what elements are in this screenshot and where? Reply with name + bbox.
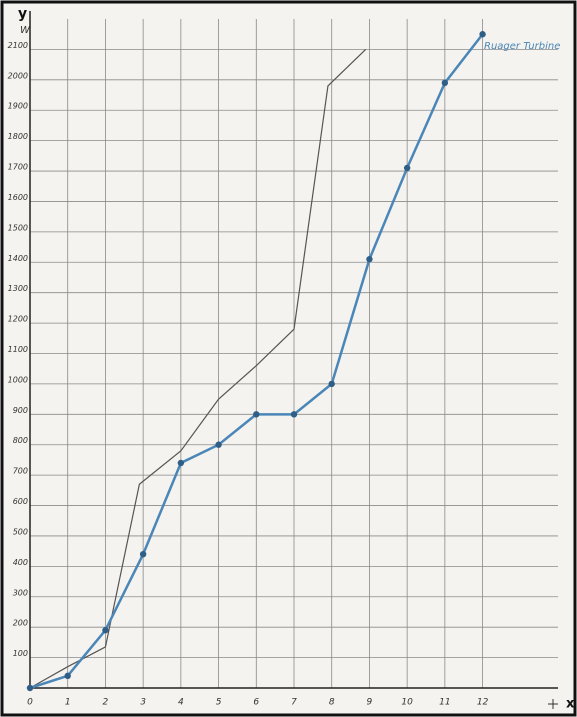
x-tick-label: 0: [27, 698, 33, 708]
x-tick-label: 4: [178, 698, 184, 708]
point: [479, 31, 485, 37]
y-tick-label: 800: [13, 436, 28, 445]
x-tick-label: 5: [216, 698, 222, 708]
y-tick-label: 2100: [8, 41, 28, 50]
y-tick-label: 1800: [8, 132, 28, 141]
y-tick-label: 600: [13, 497, 28, 506]
y-tick-label: 400: [13, 558, 28, 567]
x-tick-label: 11: [439, 698, 450, 708]
y-tick-label: 1900: [8, 102, 28, 111]
point: [253, 411, 259, 417]
y-tick-label: 1000: [8, 375, 28, 384]
x-tick-label: 2: [103, 698, 109, 708]
point: [102, 627, 108, 633]
y-tick-label: 1100: [8, 345, 28, 354]
x-tick-label: 12: [477, 698, 489, 708]
x-tick-label: 9: [367, 698, 373, 708]
point: [404, 165, 410, 171]
y-tick-label: 1500: [8, 223, 28, 232]
point: [178, 460, 184, 466]
point: [215, 442, 221, 448]
x-tick-label: 7: [291, 698, 297, 708]
point: [140, 551, 146, 557]
y-tick-label: 1200: [8, 315, 28, 324]
y-tick-label: 700: [13, 467, 28, 476]
chart: y W x 1002003004005006007008009001000110…: [0, 0, 577, 717]
point: [27, 685, 33, 691]
y-tick-label: 1300: [8, 284, 28, 293]
x-tick-label: 6: [253, 698, 259, 708]
point: [65, 673, 71, 679]
y-tick-label: 100: [13, 649, 28, 658]
y-tick-label: 1600: [8, 193, 28, 202]
y-tick-label: 1700: [8, 163, 28, 172]
y-axis-label: y: [18, 6, 27, 22]
y-tick-label: 2000: [8, 71, 28, 80]
x-tick-label: 1: [65, 698, 71, 708]
x-tick-label: 8: [329, 698, 335, 708]
point: [366, 256, 372, 262]
point: [442, 80, 448, 86]
x-axis-label: x: [566, 697, 575, 712]
legend-label: Ruager Turbine: [484, 41, 560, 52]
point: [329, 381, 335, 387]
y-tick-label: 900: [13, 406, 28, 415]
y-tick-label: 200: [13, 619, 28, 628]
x-tick-label: 3: [140, 698, 146, 708]
y-tick-label: 500: [13, 527, 28, 536]
y-tick-label: 1400: [8, 254, 28, 263]
x-tick-label: 10: [401, 698, 413, 708]
paper: [2, 2, 575, 715]
point: [291, 411, 297, 417]
y-tick-label: 300: [13, 588, 28, 597]
